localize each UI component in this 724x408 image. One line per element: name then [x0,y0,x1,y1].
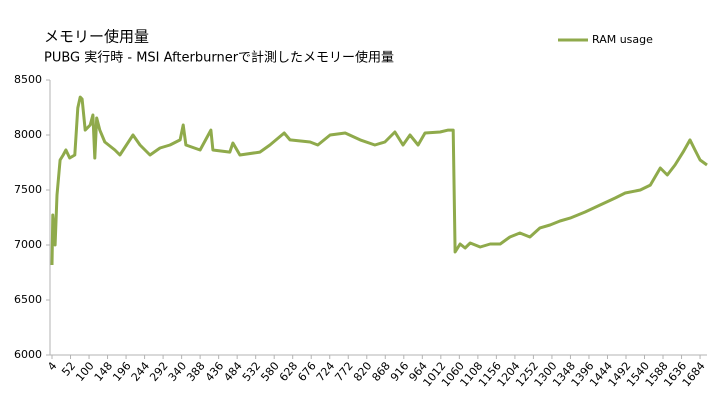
legend-label: RAM usage [592,33,653,46]
x-tick-label: 916 [388,360,411,384]
x-tick-label: 292 [147,360,170,384]
y-tick-label: 8000 [14,128,42,141]
x-tick-label: 388 [184,360,207,384]
x-tick-label: 628 [277,360,300,384]
y-tick-label: 7000 [14,238,42,251]
x-tick-label: 676 [295,360,318,384]
x-tick-label: 340 [166,360,189,384]
y-tick-label: 7500 [14,183,42,196]
x-tick-label: 196 [110,360,133,384]
x-tick-label: 4 [45,360,59,374]
line-series [50,95,708,266]
chart-title: メモリー使用量 [44,28,149,46]
y-tick-label: 6000 [14,348,42,361]
x-tick-label: 484 [221,360,244,384]
x-tick-label: 532 [240,360,263,384]
y-tick-label: 8500 [14,73,42,86]
x-tick-label: 244 [129,360,152,384]
x-tick-label: 868 [369,360,392,384]
x-tick-label: 580 [258,360,281,384]
x-tick-label: 772 [332,360,355,384]
y-tick-label: 6500 [14,293,42,306]
x-tick-label: 436 [203,360,226,384]
x-tick-label: 148 [92,360,115,384]
x-tick-label: 724 [314,360,337,384]
x-tick-label: 820 [351,360,374,384]
chart-subtitle: PUBG 実行時 - MSI Afterburnerで計測したメモリー使用量 [44,50,394,66]
x-tick-label: 100 [73,360,96,384]
